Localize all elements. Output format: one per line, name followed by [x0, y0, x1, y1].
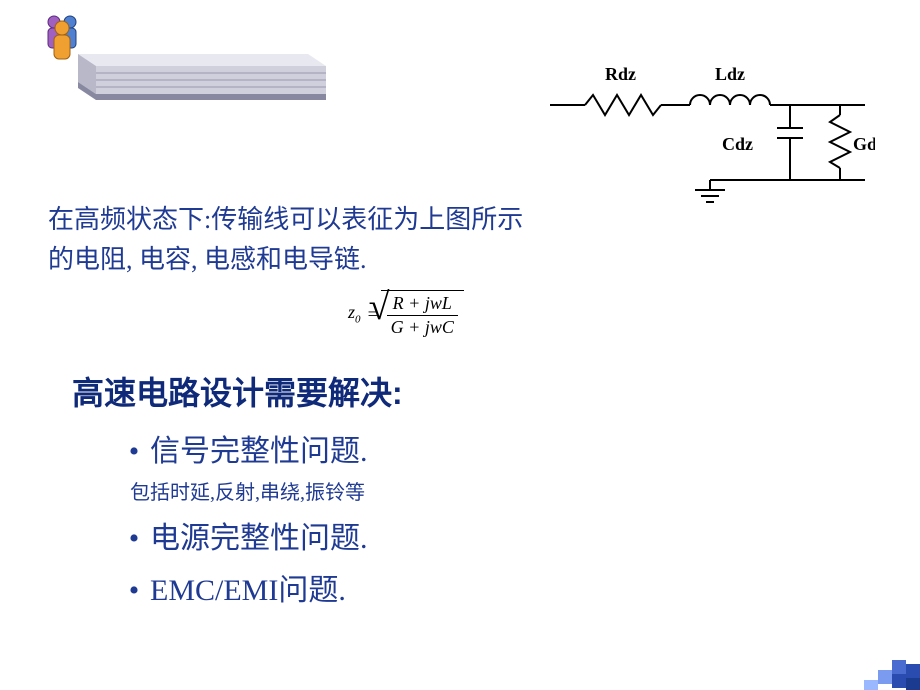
bullet-list: •信号完整性问题. 包括时延,反射,串绕,振铃等 •电源完整性问题. •EMC/… [118, 418, 368, 609]
circuit-diagram: Rdz Ldz Cdz Gdz [545, 50, 875, 205]
label-rdz: Rdz [605, 64, 636, 84]
formula-denominator: G + jwC [387, 316, 458, 338]
formula-fraction: R + jwL G + jwC [387, 293, 458, 338]
header-banner [78, 54, 338, 108]
intro-line-1: 在高频状态下:传输线可以表征为上图所示 [48, 200, 523, 240]
section-heading: 高速电路设计需要解决: [72, 368, 403, 414]
formula-lhs: z0 [348, 302, 361, 326]
list-item: •EMC/EMI问题. [118, 565, 368, 609]
list-item-note: 包括时延,反射,串绕,振铃等 [130, 476, 368, 505]
list-item: •信号完整性问题. [118, 426, 368, 470]
formula-numerator: R + jwL [387, 293, 458, 316]
label-cdz: Cdz [722, 134, 753, 154]
bullet-icon: • [118, 435, 150, 469]
label-ldz: Ldz [715, 64, 745, 84]
list-item: •电源完整性问题. [118, 513, 368, 557]
intro-text: 在高频状态下:传输线可以表征为上图所示 的电阻, 电容, 电感和电导链. [48, 200, 523, 281]
slide-header [38, 12, 318, 92]
radical-icon: √ [369, 288, 390, 326]
formula-sqrt: √ R + jwL G + jwC [381, 290, 464, 338]
bullet-icon: • [118, 522, 150, 556]
label-gdz: Gdz [853, 134, 875, 154]
corner-decoration-icon [800, 640, 920, 690]
impedance-formula: z0 = √ R + jwL G + jwC [348, 290, 464, 338]
bullet-icon: • [118, 574, 150, 608]
intro-line-2: 的电阻, 电容, 电感和电导链. [48, 240, 523, 280]
